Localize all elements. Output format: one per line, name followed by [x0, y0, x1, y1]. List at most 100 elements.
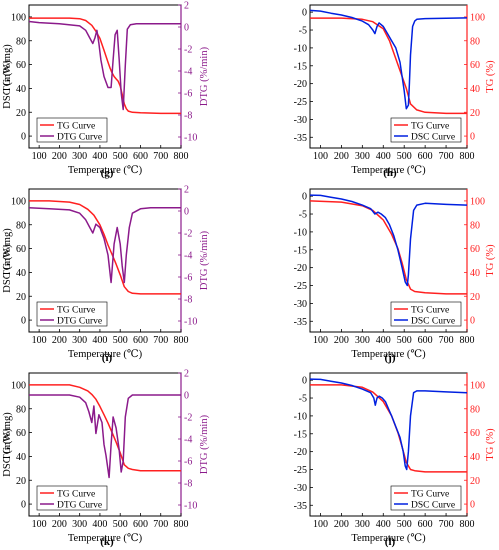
x-tick-label: 700 — [153, 335, 168, 346]
legend-label: DTG Curve — [57, 133, 102, 143]
x-tick-label: 800 — [460, 519, 475, 530]
right-tick-label: 0 — [470, 132, 475, 143]
x-tick-label: 800 — [174, 151, 189, 162]
left-tick-label: -10 — [294, 227, 307, 238]
series-line-tg-curve — [29, 384, 181, 472]
right-tick-label: 60 — [470, 428, 480, 439]
left-tick-label: 40 — [16, 84, 26, 95]
right-tick-label: -10 — [184, 317, 197, 328]
x-tick-label: 700 — [439, 335, 454, 346]
left-tick-label: -20 — [294, 79, 307, 90]
legend-box — [36, 485, 108, 511]
x-tick-label: 100 — [32, 151, 47, 162]
series-line-dtg-curve — [29, 394, 181, 479]
right-tick-label: 0 — [470, 500, 475, 511]
right-tick-label: -4 — [184, 251, 192, 262]
right-axis-label: TG (%) — [485, 60, 496, 93]
legend-label: DSC Curve — [411, 501, 455, 511]
left-tick-label: -30 — [294, 299, 307, 310]
right-axis-label: DTG (%/min) — [199, 414, 210, 474]
right-tick-label: 20 — [470, 292, 480, 303]
left-tick-label: 80 — [16, 220, 26, 231]
left-tick-label: 0 — [21, 316, 26, 327]
right-tick-label: 60 — [470, 60, 480, 71]
legend-label: DTG Curve — [57, 317, 102, 327]
x-tick-label: 800 — [174, 519, 189, 530]
right-tick-label: 40 — [470, 268, 480, 279]
right-tick-label: -2 — [184, 45, 192, 56]
left-axis-label: DSC (mW/mg) — [2, 44, 13, 109]
left-tick-label: 0 — [302, 376, 307, 387]
right-tick-label: -8 — [184, 295, 192, 306]
x-tick-label: 400 — [92, 519, 107, 530]
x-tick-label: 800 — [174, 335, 189, 346]
legend-label: DSC Curve — [411, 133, 455, 143]
right-tick-label: -6 — [184, 89, 192, 100]
legend-box — [390, 485, 462, 511]
left-tick-label: 40 — [16, 268, 26, 279]
legend-box — [36, 301, 108, 327]
left-tick-label: -25 — [294, 281, 307, 292]
legend-label: TG Curve — [57, 122, 95, 132]
legend-label: TG Curve — [411, 306, 449, 316]
right-tick-label: 100 — [470, 196, 485, 207]
right-tick-label: 2 — [184, 185, 189, 196]
x-tick-label: 600 — [133, 151, 148, 162]
x-tick-label: 500 — [397, 519, 412, 530]
left-tick-label: 80 — [16, 404, 26, 415]
x-axis-label: Temperature (℃) — [68, 165, 143, 176]
series-line-dsc-curve — [309, 9, 468, 110]
left-tick-label: -30 — [294, 115, 307, 126]
x-axis-label: Temperature (℃) — [351, 533, 426, 544]
x-axis-label: Temperature (℃) — [68, 349, 143, 360]
legend-box — [36, 117, 108, 143]
left-tick-label: 0 — [21, 132, 26, 143]
x-tick-label: 600 — [133, 335, 148, 346]
right-tick-label: -6 — [184, 457, 192, 468]
right-tick-label: 80 — [470, 36, 480, 47]
x-tick-label: 700 — [439, 151, 454, 162]
right-tick-label: -2 — [184, 229, 192, 240]
series-line-tg-curve — [310, 384, 467, 473]
x-tick-label: 200 — [52, 519, 67, 530]
x-tick-label: 100 — [32, 519, 47, 530]
panel-caption: (l) — [385, 536, 396, 548]
legend-label: TG Curve — [411, 122, 449, 132]
right-tick-label: 80 — [470, 220, 480, 231]
left-axis-label: DSC (mW/mg) — [2, 228, 13, 293]
series-line-tg-curve — [29, 200, 181, 295]
x-tick-label: 100 — [313, 151, 328, 162]
left-tick-label: 60 — [16, 244, 26, 255]
legend-label: TG Curve — [57, 490, 95, 500]
x-tick-label: 800 — [460, 335, 475, 346]
x-axis-label: Temperature (℃) — [351, 349, 426, 360]
x-tick-label: 200 — [334, 151, 349, 162]
x-tick-label: 700 — [153, 519, 168, 530]
left-tick-label: 20 — [16, 108, 26, 119]
legend-label: DSC Curve — [411, 317, 455, 327]
x-tick-label: 600 — [418, 151, 433, 162]
x-tick-label: 200 — [334, 519, 349, 530]
left-tick-label: 20 — [16, 292, 26, 303]
x-tick-label: 300 — [72, 335, 87, 346]
left-tick-label: -35 — [294, 133, 307, 144]
left-tick-label: 40 — [16, 452, 26, 463]
x-tick-label: 600 — [418, 335, 433, 346]
x-tick-label: 100 — [32, 335, 47, 346]
x-tick-label: 300 — [355, 151, 370, 162]
x-tick-label: 200 — [52, 151, 67, 162]
panel-caption: (h) — [383, 167, 397, 179]
right-axis-label: TG (%) — [485, 244, 496, 277]
left-axis-label: TG (%) — [2, 428, 13, 461]
series-line-dsc-curve — [309, 194, 468, 287]
right-tick-label: 80 — [470, 404, 480, 415]
